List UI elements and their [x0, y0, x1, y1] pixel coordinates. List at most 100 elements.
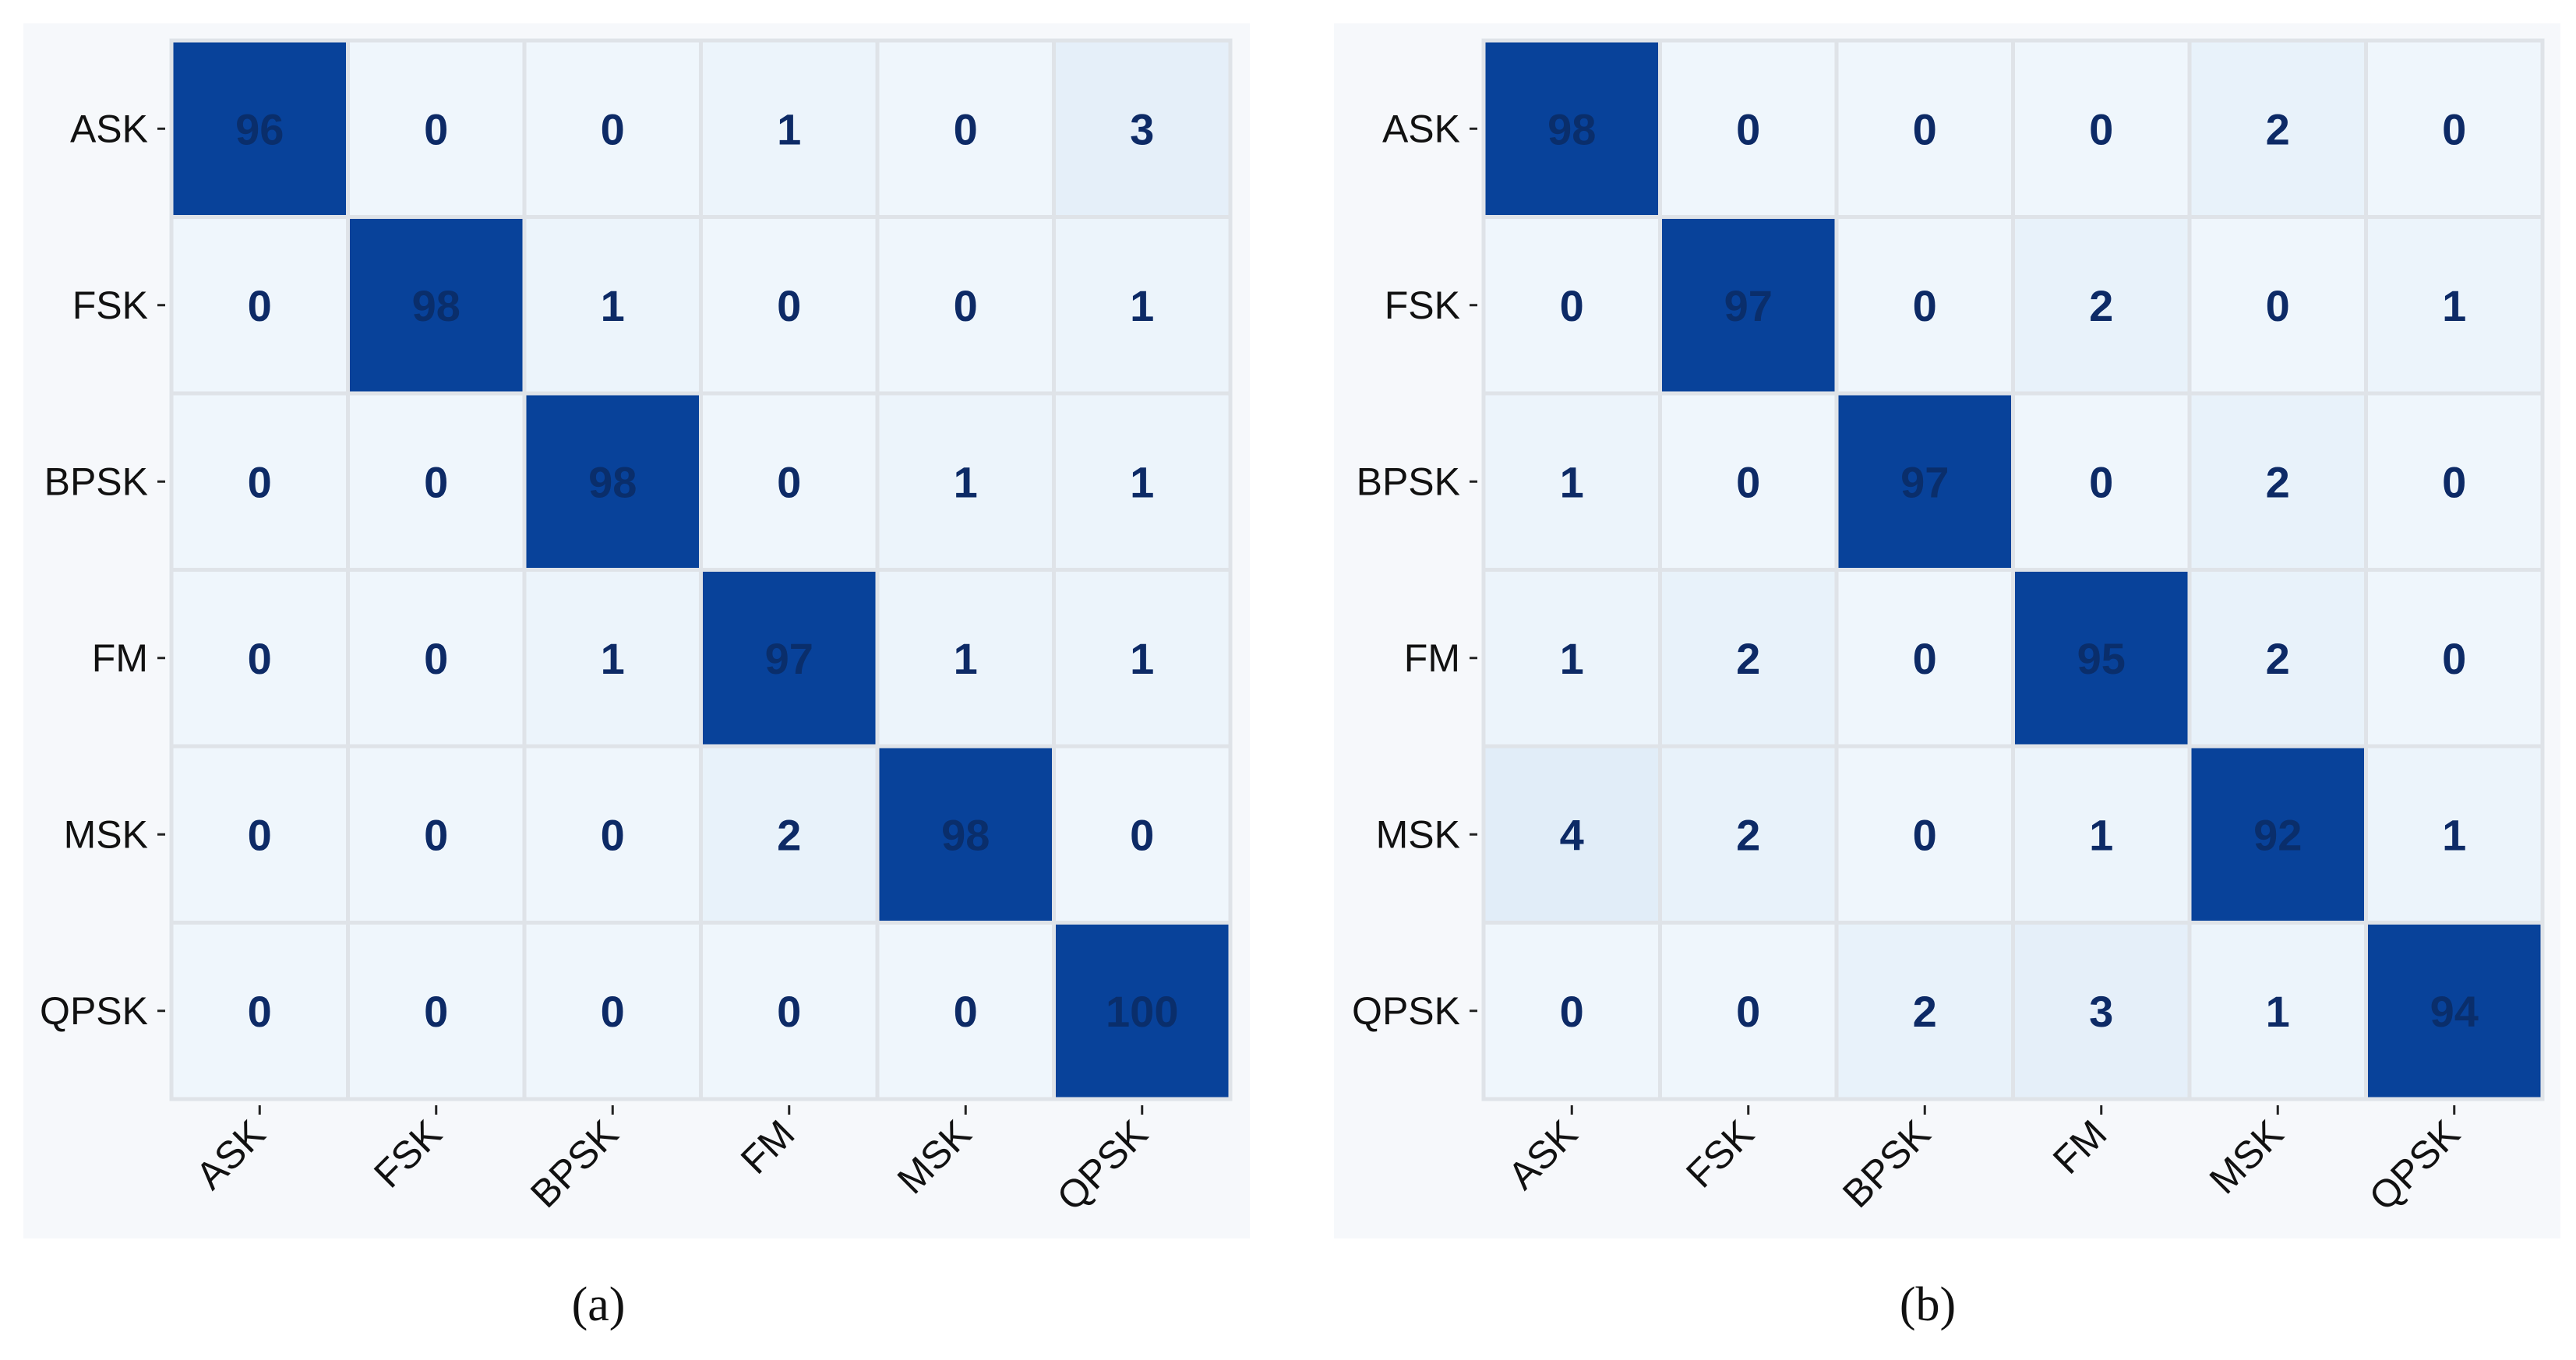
col-label-qpsk: QPSK [1049, 1112, 1156, 1219]
cell-2-5 [2364, 391, 2545, 572]
cell-value-5-4: 1 [2266, 987, 2290, 1036]
heatmap-a: 96 0 0 1 0 30 98 1 0 0 10 0 98 0 1 10 0 1 97 1 10 0 0 2 98 00 0 0 0 0… [40, 38, 1233, 1219]
cell-5-1 [346, 921, 527, 1101]
cell-value-0-3: 1 [777, 104, 801, 153]
cell-value-2-5: 1 [1130, 457, 1154, 506]
cell-5-2 [1834, 921, 2015, 1101]
cell-value-2-3: 0 [777, 457, 801, 506]
cell-4-5 [2364, 744, 2545, 925]
cell-value-0-4: 0 [954, 104, 978, 153]
cell-0-5 [1052, 38, 1233, 219]
cell-value-0-0: 96 [235, 104, 284, 153]
cell-value-3-0: 1 [1560, 634, 1584, 683]
cell-4-3 [2011, 744, 2192, 925]
cell-5-4 [2187, 921, 2368, 1101]
cell-value-3-2: 1 [601, 634, 625, 683]
cell-value-0-3: 0 [2089, 104, 2113, 153]
row-label-fm: FM [92, 636, 148, 680]
col-label-fsk: FSK [365, 1112, 450, 1196]
cell-value-0-4: 2 [2266, 104, 2290, 153]
cell-value-5-2: 2 [1913, 987, 1937, 1036]
cell-value-4-1: 0 [424, 810, 448, 859]
cell-value-1-5: 1 [1130, 281, 1154, 330]
row-label-msk: MSK [64, 812, 148, 856]
caption-b: (b) [1899, 1278, 1957, 1331]
cell-value-0-1: 0 [424, 104, 448, 153]
cell-4-1 [346, 744, 527, 925]
cell-value-3-1: 2 [1736, 634, 1760, 683]
cell-value-4-4: 98 [941, 810, 990, 859]
col-label-ask: ASK [1500, 1112, 1586, 1197]
cell-value-3-3: 97 [765, 634, 813, 683]
col-label-msk: MSK [889, 1112, 979, 1202]
cell-value-1-3: 0 [777, 281, 801, 330]
cell-0-4 [875, 38, 1056, 219]
cell-value-0-2: 0 [601, 104, 625, 153]
cell-5-0 [169, 921, 350, 1101]
cell-4-2 [1834, 744, 2015, 925]
heatmap-b: 98 0 0 0 2 0 0 97 0 2 0 1 1 0 97 0 2 0 1 2 0 95 2 0 4 2 0 1 92 1 0 0 2 3 1… [1352, 38, 2545, 1219]
col-label-fm: FM [2045, 1112, 2115, 1182]
cell-1-5 [1052, 215, 1233, 396]
cell-value-5-3: 0 [777, 987, 801, 1036]
cell-value-3-1: 0 [424, 634, 448, 683]
cell-3-5 [2364, 568, 2545, 749]
row-label-fsk: FSK [72, 284, 148, 327]
row-label-ask: ASK [1382, 107, 1460, 150]
cell-value-2-3: 0 [2089, 457, 2113, 506]
row-label-bpsk: BPSK [1357, 460, 1460, 503]
cell-1-0 [169, 215, 350, 396]
cell-0-3 [699, 38, 880, 219]
cell-value-5-0: 0 [1560, 987, 1584, 1036]
cell-5-1 [1658, 921, 1839, 1101]
cell-value-4-2: 0 [601, 810, 625, 859]
row-label-fm: FM [1404, 636, 1460, 680]
cell-value-5-3: 3 [2089, 987, 2113, 1036]
cell-1-1 [1658, 215, 1839, 396]
cell-value-1-0: 0 [248, 281, 272, 330]
cell-value-4-2: 0 [1913, 810, 1937, 859]
cell-5-3 [2011, 921, 2192, 1101]
cell-2-1 [1658, 391, 1839, 572]
cell-value-5-4: 0 [954, 987, 978, 1036]
cell-4-1 [1658, 744, 1839, 925]
cell-2-5 [1052, 391, 1233, 572]
cell-value-5-1: 0 [424, 987, 448, 1036]
cell-value-3-5: 0 [2442, 634, 2466, 683]
cell-value-5-5: 94 [2430, 987, 2479, 1036]
col-label-bpsk: BPSK [1834, 1112, 1939, 1216]
cell-5-4 [875, 921, 1056, 1101]
cell-value-1-3: 2 [2089, 281, 2113, 330]
cell-value-0-0: 98 [1547, 104, 1596, 153]
cell-value-0-5: 3 [1130, 104, 1154, 153]
cell-3-2 [1834, 568, 2015, 749]
row-label-bpsk: BPSK [44, 460, 148, 503]
cell-value-0-2: 0 [1913, 104, 1937, 153]
cell-value-3-4: 2 [2266, 634, 2290, 683]
cell-value-1-1: 98 [412, 281, 461, 330]
col-label-bpsk: BPSK [522, 1112, 626, 1216]
row-label-ask: ASK [70, 107, 148, 150]
cell-2-0 [169, 391, 350, 572]
cell-4-2 [522, 744, 703, 925]
cell-0-5 [2364, 38, 2545, 219]
row-label-msk: MSK [1376, 812, 1460, 856]
cell-2-2 [1834, 391, 2015, 572]
cell-value-4-1: 2 [1736, 810, 1760, 859]
cell-value-2-2: 97 [1900, 457, 1949, 506]
cell-5-5 [1052, 921, 1233, 1101]
cell-0-1 [1658, 38, 1839, 219]
cell-value-0-1: 0 [1736, 104, 1760, 153]
col-label-fsk: FSK [1678, 1112, 1762, 1196]
cell-value-4-4: 92 [2253, 810, 2302, 859]
cell-value-5-2: 0 [601, 987, 625, 1036]
cell-value-1-2: 1 [601, 281, 625, 330]
row-label-fsk: FSK [1385, 284, 1460, 327]
cell-1-3 [2011, 215, 2192, 396]
cell-1-1 [346, 215, 527, 396]
cell-value-3-5: 1 [1130, 634, 1154, 683]
cell-value-5-1: 0 [1736, 987, 1760, 1036]
cell-2-4 [875, 391, 1056, 572]
cell-2-1 [346, 391, 527, 572]
